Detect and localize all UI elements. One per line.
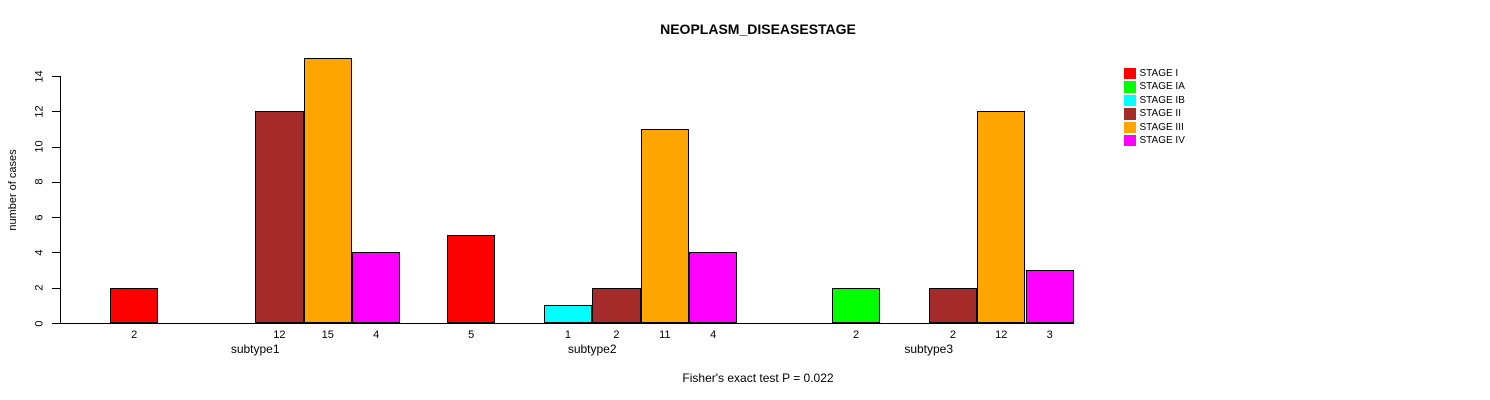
bar [110,287,159,323]
legend-swatch [1124,134,1136,147]
bar [352,252,401,323]
legend-item: STAGE II [1124,107,1185,120]
legend-item: STAGE IA [1124,80,1185,93]
y-tick [52,111,60,113]
bar [303,58,352,323]
bar [1025,270,1074,323]
bar [689,252,738,323]
y-tick [52,217,60,219]
legend-label: STAGE III [1139,121,1184,133]
y-tick-label: 2 [33,284,46,291]
bar-value-label: 12 [273,329,286,341]
category-label: subtype3 [904,342,954,356]
bar [977,111,1026,323]
legend-swatch [1124,108,1136,120]
y-tick-label: 0 [33,319,46,327]
stats-caption: Fisher's exact test P = 0.022 [682,371,834,385]
legend-label: STAGE IB [1139,94,1185,106]
y-tick [52,287,60,289]
bar-value-label: 2 [131,329,138,341]
bar [543,305,593,323]
category-label: subtype2 [567,342,617,356]
legend-label: STAGE I [1139,68,1179,79]
y-tick [52,252,60,254]
legend: STAGE I STAGE IA STAGE IB STAGE II STAGE III… [1124,67,1185,147]
y-tick-label: 8 [33,178,46,185]
bar [640,128,689,323]
legend-item: STAGE IB [1124,94,1185,107]
y-tick [52,76,60,78]
bar [255,111,304,323]
y-tick-label: 6 [33,214,46,221]
y-tick-label: 14 [33,69,46,83]
legend-item: STAGE I [1124,67,1185,80]
bar-value-label: 3 [1046,329,1053,341]
y-tick [52,181,60,183]
category-label: subtype1 [230,342,280,356]
bar-value-label: 4 [710,329,717,341]
legend-label: STAGE IA [1139,81,1185,93]
legend-item: STAGE IV [1124,134,1185,147]
legend-label: STAGE IV [1139,134,1185,146]
bar-value-label: 4 [373,329,380,341]
bar [928,287,978,323]
bar-value-label: 11 [659,329,671,341]
y-tick-label: 10 [33,140,46,153]
bar-value-label: 1 [564,329,572,341]
bar-value-label: 2 [853,329,860,341]
bar [831,287,881,323]
bar [447,234,496,323]
y-tick [52,146,60,148]
bar-value-label: 2 [613,329,620,341]
legend-label: STAGE II [1139,108,1182,120]
bar-value-label: 12 [995,329,1008,341]
x-axis-line [60,323,1074,324]
legend-swatch [1124,67,1136,80]
y-tick-label: 4 [33,249,46,256]
legend-swatch [1124,81,1136,93]
bar-value-label: 2 [949,329,956,341]
chart-title: NEOPLASM_DISEASESTAGE [660,21,856,37]
legend-swatch [1124,94,1136,107]
legend-item: STAGE III [1124,121,1185,134]
legend-swatch [1124,121,1136,133]
bar-value-label: 15 [321,329,334,341]
y-tick [52,323,60,324]
y-tick-label: 12 [33,105,46,118]
y-axis-line [60,76,61,324]
bar [592,287,641,323]
bar-value-label: 5 [468,329,475,341]
